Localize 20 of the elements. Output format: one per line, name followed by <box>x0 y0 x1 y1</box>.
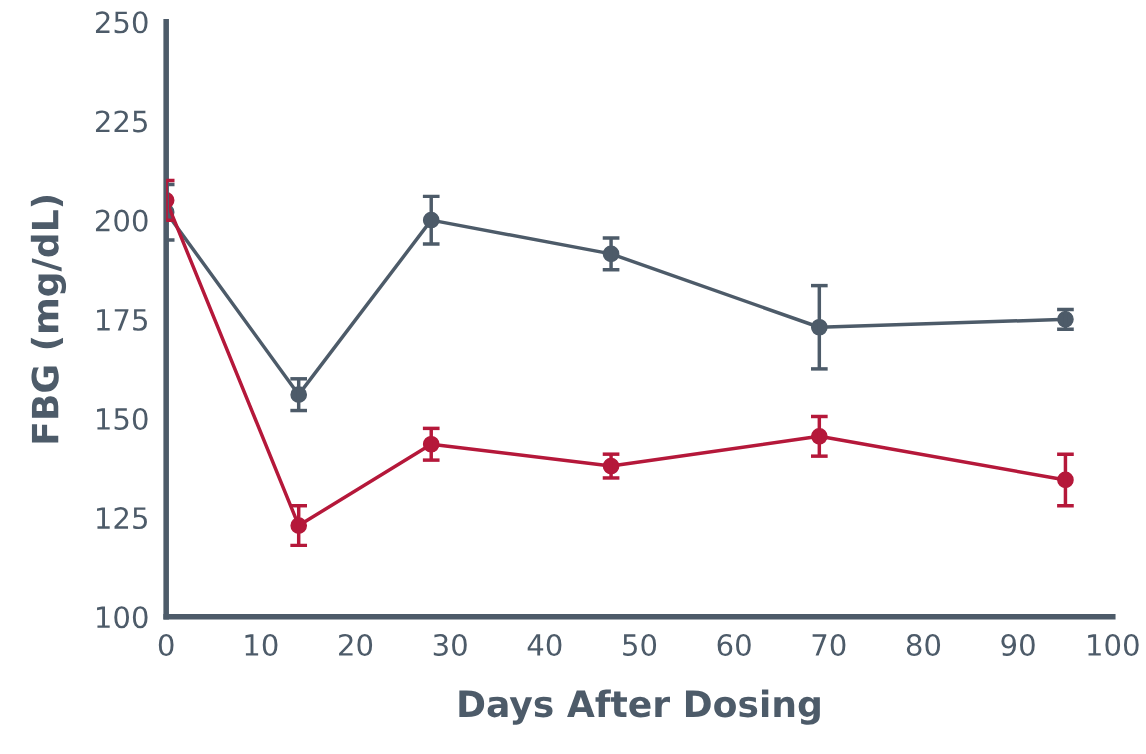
x-tick-label: 0 <box>158 633 174 657</box>
x-axis-title: Days After Dosing <box>459 689 820 725</box>
x-tick-label: 20 <box>339 633 373 657</box>
x-tick-label: 30 <box>433 633 467 657</box>
x-tick-label: 40 <box>527 633 562 657</box>
x-tick-label: 60 <box>717 633 751 657</box>
x-tick-label: 100 <box>1088 633 1139 657</box>
x-tick-label: 50 <box>623 633 657 657</box>
y-tick-label: 225 <box>95 110 147 133</box>
y-tick-label: 125 <box>97 507 147 530</box>
y-axis-title: FBG (mg/dL) <box>30 195 67 443</box>
x-tick-label: 70 <box>812 633 846 657</box>
x-tick-label: 80 <box>906 633 941 657</box>
y-tick-label: 250 <box>95 11 148 34</box>
y-tick-label: 100 <box>97 606 148 629</box>
y-tick-label: 150 <box>97 407 148 430</box>
y-tick-label: 200 <box>95 209 148 232</box>
x-tick-label: 90 <box>1001 633 1035 657</box>
y-tick-label: 175 <box>97 309 147 331</box>
x-tick-label: 10 <box>245 633 278 657</box>
